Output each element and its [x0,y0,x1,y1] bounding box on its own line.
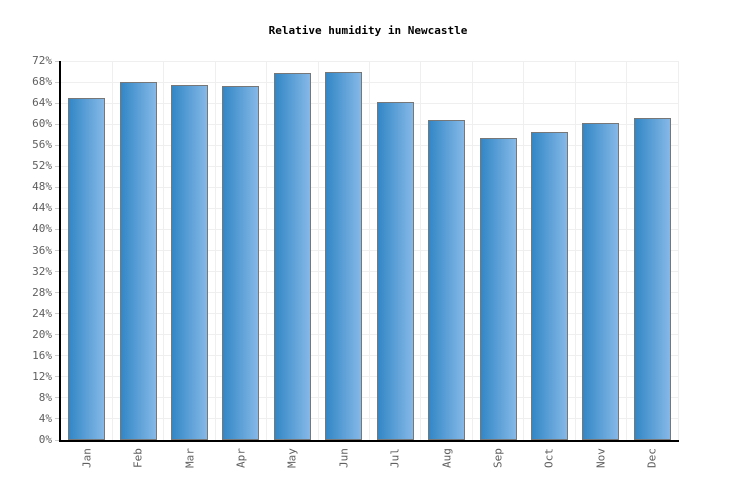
y-axis-tick-label: 40% [32,222,52,236]
bar-feb [119,82,157,440]
y-axis-tick-label: 4% [38,411,52,425]
vertical-gridline [163,61,165,440]
x-axis-label-dec: Dec [645,448,659,468]
y-axis-tick-label: 68% [32,75,52,89]
y-axis-tick-label: 20% [32,327,52,341]
y-axis-tick-label: 28% [32,285,52,299]
y-axis-tick-label: 48% [32,180,52,194]
x-axis-label-may: May [285,448,299,468]
vertical-gridline [420,61,422,440]
y-axis-tick-label: 8% [38,390,52,404]
y-axis-tick [55,186,60,188]
y-axis-tick-label: 0% [38,433,52,446]
bar-mar [171,84,209,440]
y-axis-tick [55,81,60,83]
y-axis-tick [55,60,60,62]
y-axis-tick [55,334,60,336]
vertical-gridline [626,61,628,440]
bar-aug [428,120,466,440]
bar-jun [325,71,363,440]
y-axis-tick [55,418,60,420]
vertical-gridline [523,61,525,440]
y-axis-tick [55,313,60,315]
y-axis-tick [55,271,60,273]
y-axis-tick [55,123,60,125]
bar-jan [68,97,106,440]
bar-nov [582,122,620,440]
vertical-gridline [369,61,370,440]
x-axis-label-sep: Sep [491,448,505,468]
vertical-gridline [471,61,473,440]
y-axis-tick-label: 52% [32,159,52,173]
x-axis-label-jul: Jul [388,448,402,468]
bar-apr [222,86,260,440]
bar-oct [530,132,568,440]
x-axis-line [59,440,679,442]
chart-title: Relative humidity in Newcastle [268,24,468,37]
y-axis-tick [55,102,60,104]
y-axis-tick [55,439,60,441]
y-axis-tick-label: 24% [32,306,52,320]
y-axis-tick [55,292,60,294]
y-axis-tick [55,165,60,167]
y-axis-tick-label: 64% [32,96,52,110]
vertical-gridline [317,61,319,440]
bar-sep [479,138,517,440]
y-axis-tick [55,376,60,378]
y-axis-tick-label: 72% [32,54,52,67]
vertical-gridline [677,61,679,440]
x-axis-label-jun: Jun [337,448,351,468]
y-axis-tick-label: 56% [32,138,52,152]
x-axis-label-oct: Oct [542,448,556,468]
y-axis-tick-label: 36% [32,243,52,257]
x-axis-label-mar: Mar [183,448,197,468]
bar-may [273,72,311,440]
vertical-gridline [266,61,268,440]
y-axis-tick-label: 44% [32,201,52,215]
y-axis-tick [55,144,60,146]
x-axis-label-feb: Feb [131,448,145,468]
y-axis-tick [55,397,60,399]
y-axis-tick-label: 16% [32,348,52,362]
y-axis-tick [55,355,60,357]
vertical-gridline [214,61,216,440]
vertical-gridline [574,61,576,440]
vertical-gridline [111,61,113,440]
y-axis-tick [55,207,60,209]
x-axis-label-aug: Aug [440,448,454,468]
y-axis-tick-label: 32% [32,264,52,278]
x-axis-label-apr: Apr [234,448,248,468]
y-axis-tick-label: 12% [32,369,52,383]
bar-jul [376,102,414,440]
bar-dec [633,117,671,440]
y-axis-line [59,61,61,442]
x-axis-label-nov: Nov [594,448,608,468]
y-axis-tick [55,250,60,251]
y-axis-tick [55,228,60,230]
x-axis-label-jan: Jan [80,448,94,468]
y-axis-tick-label: 60% [32,117,52,131]
